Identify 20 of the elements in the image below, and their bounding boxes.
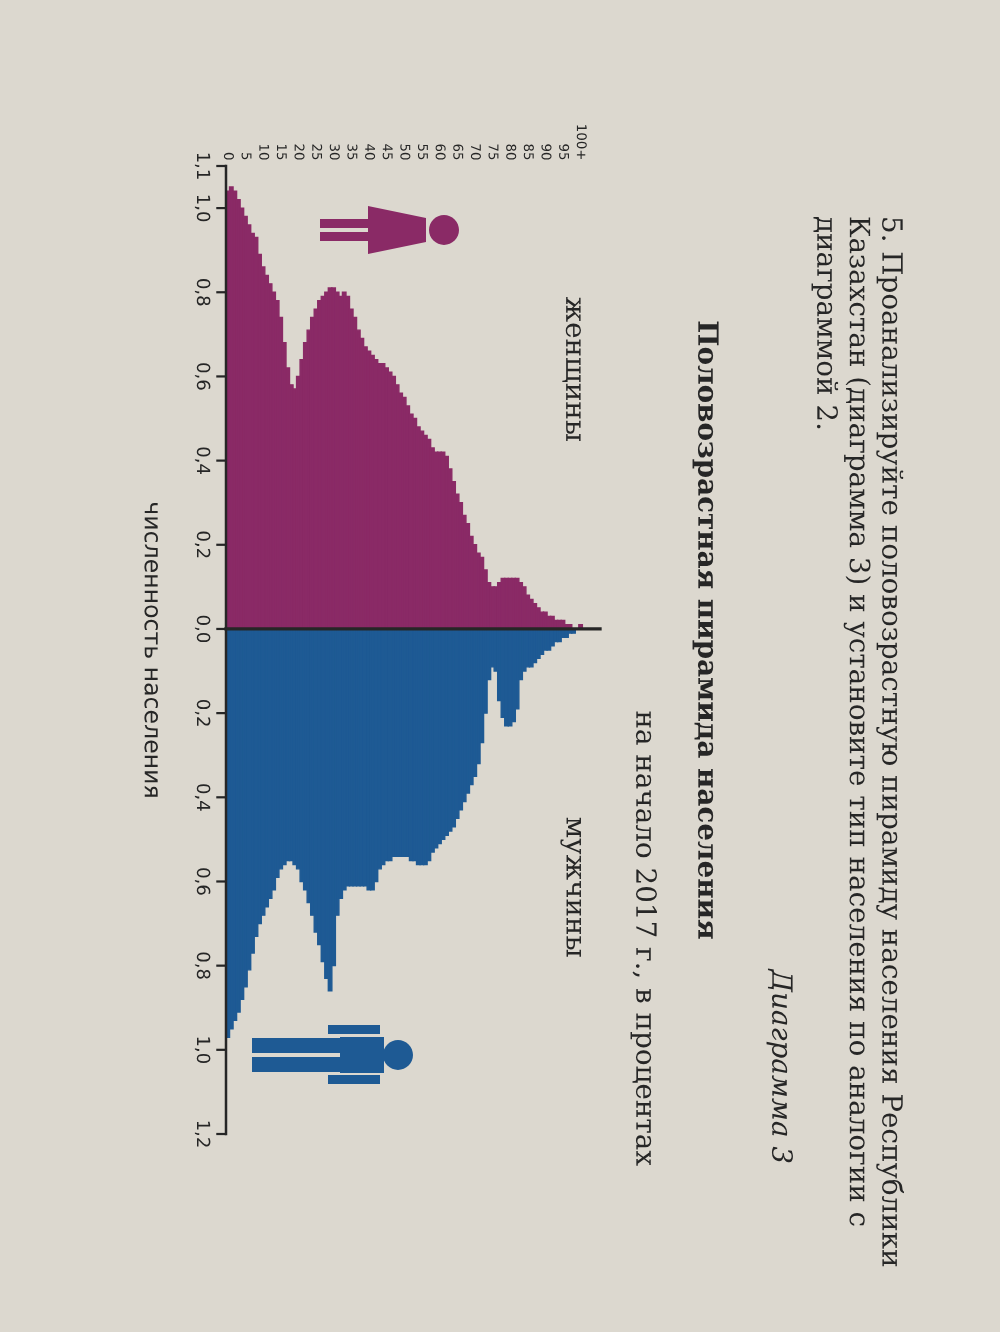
- y-tick-label: 1,0: [194, 1037, 211, 1063]
- text: на начало 2017 г., в процентах: [630, 711, 657, 1166]
- y-axis-title: численность населения: [144, 503, 158, 797]
- y-tick-label: 1,2: [194, 1121, 211, 1147]
- y-tick-label: 0,8: [194, 279, 211, 306]
- y-tick-label: 0,4: [194, 447, 211, 474]
- y-tick-label: 0,6: [194, 363, 211, 390]
- y-tick-label: 1,0: [194, 195, 211, 222]
- y-tick-label: 1,1: [194, 153, 211, 179]
- y-tick-label: 0,0: [194, 615, 211, 643]
- text: Половозрастная пирамида населения: [692, 321, 719, 939]
- text: 5. Проанализируйте половозрастную пирамиду населения Республики Казахстан (диаграмма 3) и установите тип населения по аналогии с диаграммой 2.: [811, 217, 904, 1267]
- y-tick-label: 0,8: [194, 952, 211, 979]
- y-tick-label: 0,2: [194, 699, 211, 726]
- text: мужчины: [560, 817, 581, 957]
- y-tick-label: 0,4: [194, 784, 211, 811]
- text: женщины: [562, 296, 581, 442]
- text: Диаграмма 3: [766, 968, 793, 1163]
- y-tick-label: 0,2: [194, 531, 211, 558]
- y-tick-label: 0,6: [194, 868, 211, 895]
